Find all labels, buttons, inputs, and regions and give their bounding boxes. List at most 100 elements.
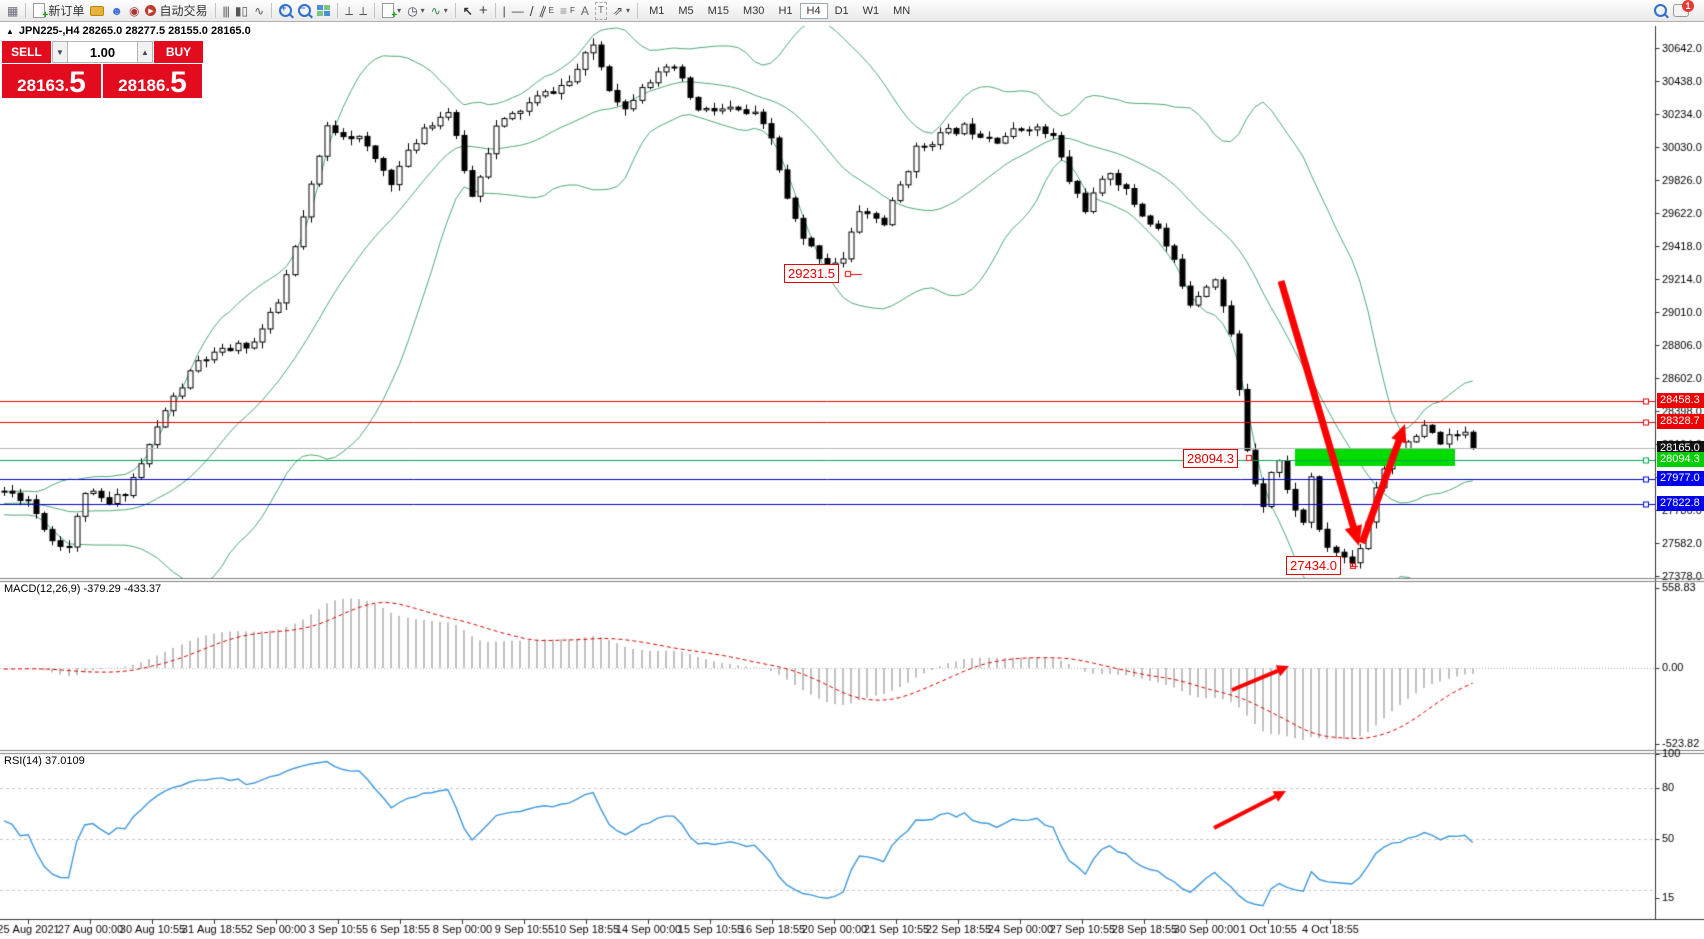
horizontal-line-tool-button[interactable]: — bbox=[509, 2, 527, 20]
trendline-icon: / bbox=[529, 2, 534, 19]
new-chart-button[interactable]: ▦ bbox=[4, 2, 21, 20]
window-icon: ▦ bbox=[7, 3, 19, 18]
rsi-indicator-label: RSI(14) 37.0109 bbox=[4, 755, 85, 767]
template-menu-button[interactable]: ∿ ▾ bbox=[428, 2, 451, 20]
bar-chart-icon: ||| bbox=[222, 3, 230, 18]
signals-button[interactable]: ◉ bbox=[126, 2, 142, 20]
template-icon: ∿ bbox=[430, 3, 441, 18]
timeframe-m1[interactable]: M1 bbox=[649, 4, 665, 17]
zoom-in-icon: + bbox=[279, 3, 295, 19]
toolbar-separator bbox=[494, 3, 496, 18]
cursor-tool-button[interactable]: ↖ bbox=[460, 2, 476, 20]
indicator-window-button[interactable]: ⟂ bbox=[342, 2, 356, 20]
crosshair-icon: + bbox=[478, 1, 488, 19]
text-tool-button[interactable]: A bbox=[578, 2, 592, 20]
gold-icon bbox=[90, 5, 105, 16]
zoom-out-button[interactable]: − bbox=[295, 2, 314, 20]
search-button[interactable] bbox=[1651, 2, 1670, 20]
tile-windows-button[interactable] bbox=[314, 2, 333, 20]
channel-tool-button[interactable]: ∥ E bbox=[537, 2, 554, 19]
buy-button[interactable]: BUY bbox=[153, 41, 203, 63]
text-icon: A bbox=[580, 3, 589, 18]
one-click-trade-panel: SELL ▼ 1.00 ▲ BUY 28163. 5 28186. 5 bbox=[2, 41, 203, 98]
symbol-ohlc-text: JPN225-,H4 28265.0 28277.5 28155.0 28165… bbox=[18, 25, 251, 37]
arrows-tool-icon: ⇗ bbox=[612, 3, 624, 18]
channel-icon: ∥ bbox=[537, 2, 548, 19]
price-badge-support-1[interactable]: 27977.0 bbox=[1657, 471, 1704, 486]
timeframe-m5[interactable]: M5 bbox=[678, 4, 694, 17]
timeframe-menu-button[interactable]: ◷ ▾ bbox=[404, 2, 428, 20]
timeframe-mn[interactable]: MN bbox=[893, 4, 911, 17]
dropdown-caret-icon: ▾ bbox=[420, 5, 425, 15]
timeframe-w1[interactable]: W1 bbox=[862, 4, 880, 17]
horizontal-line-icon: — bbox=[511, 3, 524, 18]
buy-price-display[interactable]: 28186. 5 bbox=[103, 64, 202, 98]
new-order-label: 新订单 bbox=[48, 4, 85, 18]
vertical-line-icon: | bbox=[502, 3, 506, 18]
auto-trading-label: 自动交易 bbox=[159, 4, 208, 18]
timeframe-d1[interactable]: D1 bbox=[834, 4, 849, 17]
toolbar-separator bbox=[454, 3, 456, 18]
add-indicator-button[interactable]: + ▾ bbox=[379, 2, 404, 21]
new-order-icon: + bbox=[33, 3, 48, 21]
sell-button[interactable]: SELL bbox=[2, 41, 52, 63]
auto-trading-button[interactable]: ▶ 自动交易 bbox=[142, 2, 210, 20]
vertical-line-tool-button[interactable]: | bbox=[500, 2, 509, 20]
dropdown-caret-icon: ▾ bbox=[443, 5, 448, 15]
collapse-icon[interactable]: ▲ bbox=[6, 26, 14, 36]
price-badge-resistance-1[interactable]: 28458.3 bbox=[1657, 393, 1704, 408]
toolbar-separator bbox=[271, 3, 273, 18]
notification-badge: 1 bbox=[1682, 0, 1694, 12]
volume-decrease-button[interactable]: ▼ bbox=[52, 41, 68, 63]
candlestick-icon: ▮▯ bbox=[234, 3, 249, 18]
profile-button[interactable]: ☻ bbox=[107, 2, 126, 20]
auto-trading-icon: ▶ bbox=[145, 5, 157, 16]
text-label-icon: T bbox=[594, 1, 607, 20]
chat-icon: 1 bbox=[1673, 0, 1694, 17]
indicator-list-icon: ⟂ bbox=[359, 3, 368, 18]
dropdown-caret-icon: ▾ bbox=[626, 5, 631, 15]
profile-icon: ☻ bbox=[110, 3, 123, 18]
add-indicator-icon: + bbox=[382, 3, 397, 21]
chart-title-bar: ▲ JPN225-,H4 28265.0 28277.5 28155.0 281… bbox=[6, 25, 251, 37]
annotation-zone-price[interactable]: 28094.3 bbox=[1183, 449, 1238, 468]
deposit-button[interactable] bbox=[87, 2, 107, 20]
indicator-list-button[interactable]: ⟂ bbox=[356, 2, 370, 20]
arrows-tool-button[interactable]: ⇗ ▾ bbox=[610, 2, 633, 20]
price-badge-resistance-2[interactable]: 28328.7 bbox=[1657, 414, 1704, 429]
volume-input[interactable]: 1.00 bbox=[68, 41, 137, 63]
search-icon bbox=[1654, 4, 1669, 19]
annotation-swing-high[interactable]: 29231.5 bbox=[784, 264, 839, 283]
price-badge-zone[interactable]: 28094.3 bbox=[1657, 452, 1704, 467]
price-badge-support-2[interactable]: 27822.8 bbox=[1657, 496, 1704, 511]
sell-price-display[interactable]: 28163. 5 bbox=[2, 64, 101, 98]
crosshair-tool-button[interactable]: + bbox=[476, 2, 491, 20]
zoom-out-icon: − bbox=[298, 3, 314, 19]
timeframe-h4[interactable]: H4 bbox=[799, 2, 828, 19]
bar-chart-button[interactable]: ||| bbox=[220, 2, 232, 20]
dropdown-caret-icon: ▾ bbox=[397, 5, 402, 15]
timeframe-m15[interactable]: M15 bbox=[707, 4, 730, 17]
toolbar-separator bbox=[25, 3, 27, 18]
text-label-tool-button[interactable]: T bbox=[592, 1, 610, 20]
toolbar-separator bbox=[337, 3, 339, 18]
fibonacci-tool-button[interactable]: ≡ F bbox=[559, 3, 575, 18]
trendline-tool-button[interactable]: / bbox=[527, 2, 537, 20]
notifications-button[interactable]: 1 bbox=[1670, 0, 1694, 20]
signal-icon: ◉ bbox=[129, 3, 140, 18]
candlestick-chart-button[interactable]: ▮▯ bbox=[232, 2, 251, 20]
line-chart-button[interactable]: ∿ bbox=[251, 2, 267, 20]
new-order-button[interactable]: + 新订单 bbox=[30, 2, 87, 21]
volume-increase-button[interactable]: ▲ bbox=[137, 41, 153, 63]
timeframe-m30[interactable]: M30 bbox=[743, 4, 765, 17]
toolbar-separator bbox=[374, 3, 376, 18]
line-chart-icon: ∿ bbox=[254, 3, 265, 18]
zoom-in-button[interactable]: + bbox=[276, 2, 295, 20]
clock-icon: ◷ bbox=[407, 3, 418, 18]
annotation-swing-low[interactable]: 27434.0 bbox=[1286, 556, 1341, 575]
indicator-window-icon: ⟂ bbox=[345, 3, 354, 18]
timeframe-h1[interactable]: H1 bbox=[778, 4, 793, 17]
tile-windows-icon bbox=[317, 5, 331, 16]
